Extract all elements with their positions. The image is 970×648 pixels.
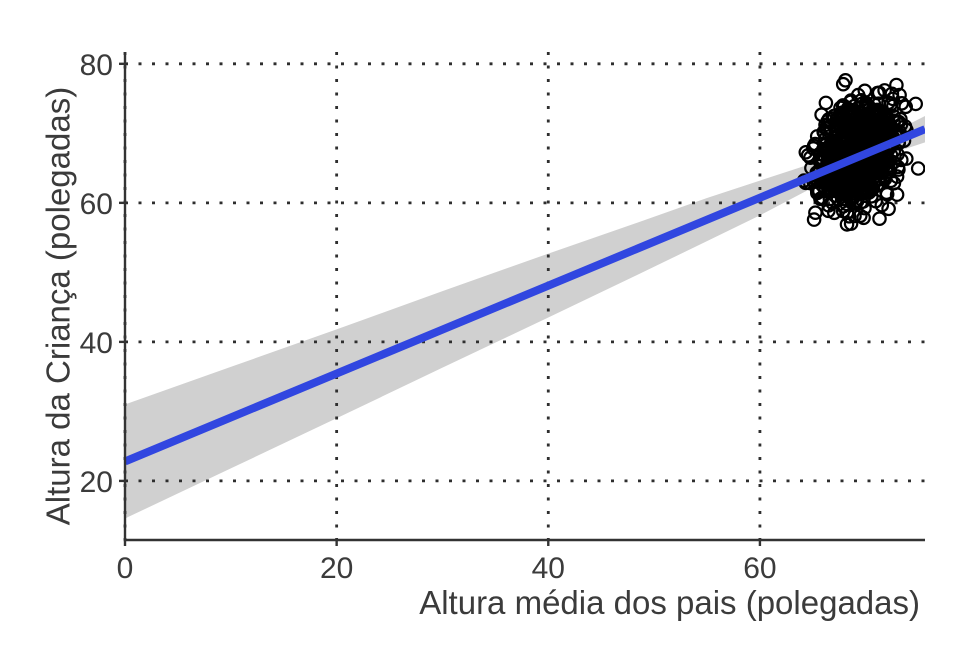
y-tick-label: 80 bbox=[80, 49, 113, 82]
regression-line bbox=[125, 125, 925, 466]
scatter-points bbox=[796, 73, 925, 232]
x-tick-label: 40 bbox=[532, 552, 565, 585]
y-tick-label: 40 bbox=[80, 327, 113, 360]
x-tick-label: 60 bbox=[743, 552, 776, 585]
x-axis-title: Altura média dos pais (polegadas) bbox=[419, 584, 920, 621]
x-tick-label: 20 bbox=[320, 552, 353, 585]
y-tick-label: 60 bbox=[80, 188, 113, 221]
confidence-band bbox=[125, 116, 925, 519]
y-tick-label: 20 bbox=[80, 466, 113, 499]
y-axis-title: Altura da Criança (polegadas) bbox=[39, 86, 77, 526]
x-tick-label: 0 bbox=[117, 552, 134, 585]
